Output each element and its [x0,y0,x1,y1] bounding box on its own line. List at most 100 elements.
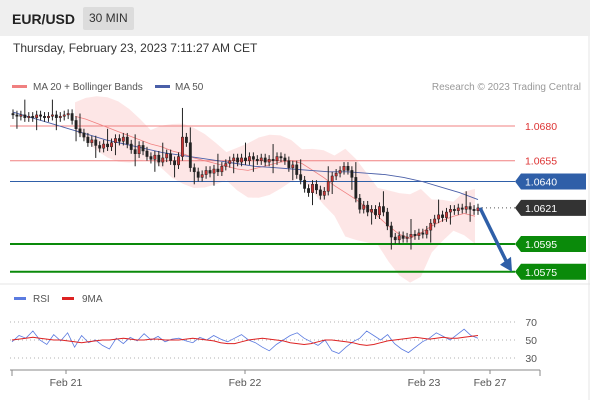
x-tick-label: Feb 23 [408,377,441,389]
candle-body [259,157,263,161]
candle-body [129,143,133,150]
symbol-title: EUR/USD [12,11,76,27]
rsi-tick-50: 50 [525,335,537,347]
candle-body [244,157,247,161]
rsi-ma-line [11,335,479,346]
candle-body [121,136,125,142]
level-tag-1.0575 [515,263,586,280]
candle-body [409,234,413,238]
candle-body [70,113,74,121]
candle-body [184,136,188,143]
level-label-1.0621: 1.0621 [525,203,557,215]
candle-body [338,170,342,174]
candle-body [196,171,200,178]
candle-body [366,204,370,213]
candle-body [145,150,149,157]
candle-body [271,159,275,161]
candle-body [15,114,19,117]
candle-body [110,142,113,148]
candle-body [382,206,385,213]
candle-body [94,139,98,146]
candle-body [358,197,362,210]
projection-arrow [478,207,512,272]
candle-body [58,116,62,118]
candle-body [19,114,23,117]
level-labels: 1.0680 1.0655 1.0640 1.0621 1.0595 1.0575 [515,121,586,280]
timeframe-badge[interactable]: 30 MIN [83,7,134,30]
candle-body [279,156,283,159]
candle-body [283,157,287,161]
level-label-1.0575: 1.0575 [525,267,557,279]
level-label-1.0680: 1.0680 [525,121,557,133]
candle-body [153,154,157,160]
candle-body [374,209,377,216]
candle-body [86,136,90,143]
candle-body [263,157,267,163]
candle-body [464,206,468,210]
candle-body [82,132,86,138]
candle-body [204,170,208,175]
candle-body [433,218,437,224]
projection-arrow-shaft [478,207,509,264]
candle-body [378,206,381,216]
candle-body [54,114,58,118]
candle-body [275,156,279,161]
ma20-legend-label: MA 20 + Bollinger Bands [33,82,143,93]
candle-body [401,235,405,239]
copyright-text: Research © 2023 Trading Central [432,82,581,93]
candle-body [468,206,472,210]
candle-body [78,128,82,134]
candle-body [137,145,141,155]
candle-body [232,157,236,161]
candle-body [287,160,291,168]
level-tag-1.0640 [515,173,586,190]
candle-body [251,156,255,160]
candle-body [362,204,366,210]
candle-body [322,190,326,196]
candle-body [291,164,295,168]
candle-body [445,211,448,218]
candle-body [117,138,121,142]
candle-body [43,116,46,118]
candle-body [421,232,425,235]
candle-body [141,145,145,152]
candle-body [114,138,117,143]
ma50-line [12,111,479,201]
level-tag-1.0595 [515,236,586,252]
candle-body [177,156,180,166]
candle-body [228,160,232,164]
candle-body [106,143,109,148]
rsi-panel: 70 50 30 [10,317,537,365]
candle-body [157,154,161,163]
candle-body [98,145,102,149]
candle-body [66,113,70,116]
level-label-1.0640: 1.0640 [525,177,557,189]
candle-body [133,149,137,155]
candle-body [240,157,243,163]
rsi-tick-30: 30 [525,353,537,365]
candle-body [307,188,310,193]
candle-body [389,225,393,238]
candle-body [11,113,15,116]
candle-body [397,235,401,241]
candle-body [216,168,220,173]
rsi-line [11,328,479,354]
candle-body [350,170,354,178]
candle-body [169,153,173,161]
candle-body [161,157,165,163]
projection-arrow-head [500,256,512,272]
candle-body [385,211,389,227]
candle-body [452,209,456,211]
candle-body [165,153,169,159]
candle-body [188,142,192,168]
candle-body [267,159,271,163]
candle-body [334,172,338,177]
candle-body [224,163,228,167]
candle-body [50,114,54,117]
candle-body [192,167,196,173]
level-label-1.0655: 1.0655 [525,156,557,168]
bollinger-band-area [75,96,475,283]
level-tag-1.0621 [515,199,586,216]
x-tick-label: Feb 22 [229,377,262,389]
